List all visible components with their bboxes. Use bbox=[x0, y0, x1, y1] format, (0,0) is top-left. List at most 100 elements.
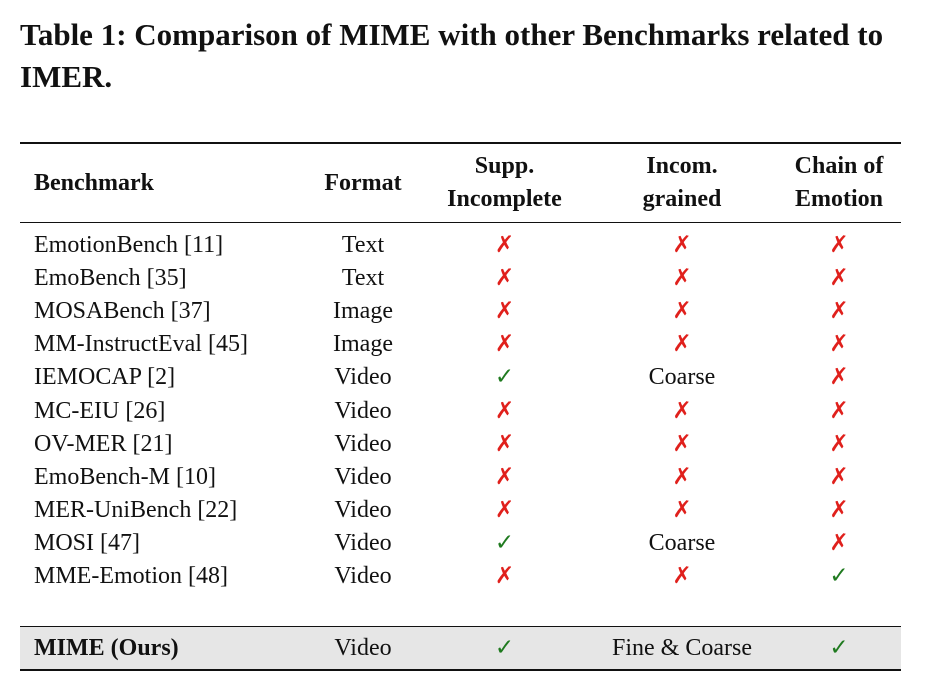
cell-incom-grained: ✗ bbox=[587, 461, 777, 494]
cell-supp-incomplete: ✓ bbox=[422, 361, 587, 394]
cross-icon: ✗ bbox=[672, 265, 692, 292]
cell-chain-of-emotion: ✗ bbox=[777, 295, 901, 328]
table-row: OV-MER [21] Video ✗ ✗ ✗ bbox=[20, 428, 901, 461]
cell-benchmark: OV-MER [21] bbox=[34, 430, 173, 457]
cell-benchmark: MC-EIU [26] bbox=[34, 397, 166, 424]
check-icon: ✓ bbox=[829, 634, 849, 661]
table-row: MOSABench [37] Image ✗ ✗ ✗ bbox=[20, 295, 901, 328]
header-grained-line2: grained bbox=[642, 186, 722, 212]
cell-format: Text bbox=[341, 265, 385, 292]
cross-icon: ✗ bbox=[829, 496, 849, 523]
ours-section: MIME (Ours) Video ✓ Fine & Coarse ✓ bbox=[20, 626, 901, 671]
cell-chain-of-emotion: ✗ bbox=[777, 394, 901, 427]
cross-icon: ✗ bbox=[829, 331, 849, 358]
cross-icon: ✗ bbox=[672, 496, 692, 523]
ours-row: MIME (Ours) Video ✓ Fine & Coarse ✓ bbox=[20, 626, 901, 671]
cell-chain-of-emotion: ✗ bbox=[777, 361, 901, 394]
cross-icon: ✗ bbox=[672, 430, 692, 457]
header-chain-of-emotion: Chain of Emotion bbox=[777, 143, 901, 223]
cross-icon: ✗ bbox=[672, 397, 692, 424]
cell-incom-grained: ✗ bbox=[587, 428, 777, 461]
cross-icon: ✗ bbox=[494, 331, 515, 358]
cell-format: Text bbox=[341, 232, 385, 259]
table-row: IEMOCAP [2] Video ✓ Coarse ✗ bbox=[20, 361, 901, 394]
cell-supp-incomplete: ✗ bbox=[422, 262, 587, 295]
cell-benchmark: MER-UniBench [22] bbox=[34, 496, 238, 523]
table-row: MC-EIU [26] Video ✗ ✗ ✗ bbox=[20, 394, 901, 427]
cell-incom-grained: ✗ bbox=[587, 560, 777, 593]
cell-text: Fine & Coarse bbox=[612, 634, 752, 661]
table-row: EmoBench-M [10] Video ✗ ✗ ✗ bbox=[20, 461, 901, 494]
cell-text: Coarse bbox=[648, 529, 716, 556]
table-row: EmoBench [35] Text ✗ ✗ ✗ bbox=[20, 262, 901, 295]
cross-icon: ✗ bbox=[672, 331, 692, 358]
cross-icon: ✗ bbox=[494, 298, 515, 325]
cell-benchmark: IEMOCAP [2] bbox=[34, 364, 176, 391]
header-incom-grained: Incom. grained bbox=[587, 143, 777, 223]
cross-icon: ✗ bbox=[672, 562, 692, 589]
cross-icon: ✗ bbox=[494, 463, 515, 490]
cell-incom-grained: Coarse bbox=[587, 361, 777, 394]
cross-icon: ✗ bbox=[829, 232, 849, 259]
cell-format: Image bbox=[333, 298, 393, 325]
header-format: Format bbox=[324, 169, 402, 196]
header-benchmark: Benchmark bbox=[34, 169, 154, 196]
ours-supp-cell: ✓ bbox=[422, 627, 587, 671]
cross-icon: ✗ bbox=[829, 463, 849, 490]
cell-supp-incomplete: ✓ bbox=[422, 527, 587, 560]
cell-chain-of-emotion: ✗ bbox=[777, 223, 901, 263]
table-caption: Table 1: Comparison of MIME with other B… bbox=[20, 17, 884, 94]
table-body: EmotionBench [11] Text ✗ ✗ ✗ EmoBench [35] Tex… bbox=[20, 223, 901, 594]
cross-icon: ✗ bbox=[829, 298, 849, 325]
cell-benchmark: MOSABench [37] bbox=[34, 298, 211, 325]
cell-format: Video bbox=[334, 529, 392, 556]
header-chain-line1: Chain of bbox=[794, 153, 884, 179]
header-grained-line1: Incom. bbox=[646, 153, 718, 179]
cross-icon: ✗ bbox=[672, 463, 692, 490]
cell-supp-incomplete: ✗ bbox=[422, 328, 587, 361]
header-supp-line1: Supp. bbox=[474, 153, 535, 179]
cell-format: Video bbox=[334, 430, 392, 457]
cell-format: Image bbox=[333, 331, 393, 358]
cell-incom-grained: ✗ bbox=[587, 494, 777, 527]
check-icon: ✓ bbox=[494, 529, 515, 556]
cross-icon: ✗ bbox=[829, 529, 849, 556]
cell-incom-grained: Coarse bbox=[587, 527, 777, 560]
cross-icon: ✗ bbox=[494, 496, 515, 523]
cross-icon: ✗ bbox=[829, 265, 849, 292]
cross-icon: ✗ bbox=[672, 298, 692, 325]
check-icon: ✓ bbox=[829, 562, 849, 589]
cell-supp-incomplete: ✗ bbox=[422, 223, 587, 263]
ours-format: Video bbox=[334, 634, 392, 661]
cell-chain-of-emotion: ✗ bbox=[777, 527, 901, 560]
header-chain-line2: Emotion bbox=[794, 186, 883, 212]
cell-supp-incomplete: ✗ bbox=[422, 494, 587, 527]
cell-incom-grained: ✗ bbox=[587, 223, 777, 263]
header-supp-line2: Incomplete bbox=[447, 186, 562, 212]
cross-icon: ✗ bbox=[829, 364, 849, 391]
header-supp-incomplete: Supp. Incomplete bbox=[422, 143, 587, 223]
cell-chain-of-emotion: ✗ bbox=[777, 428, 901, 461]
spacer-row bbox=[20, 593, 901, 627]
cross-icon: ✗ bbox=[494, 430, 515, 457]
cell-format: Video bbox=[334, 496, 392, 523]
cell-supp-incomplete: ✗ bbox=[422, 560, 587, 593]
comparison-table: Benchmark Format Supp. Incomplete Incom.… bbox=[20, 142, 901, 671]
table-spacer bbox=[20, 593, 901, 627]
cell-supp-incomplete: ✗ bbox=[422, 394, 587, 427]
cross-icon: ✗ bbox=[494, 265, 515, 292]
cell-format: Video bbox=[334, 562, 392, 589]
cell-chain-of-emotion: ✗ bbox=[777, 494, 901, 527]
cell-benchmark: EmoBench-M [10] bbox=[34, 463, 216, 490]
cross-icon: ✗ bbox=[494, 562, 515, 589]
cell-supp-incomplete: ✗ bbox=[422, 461, 587, 494]
cell-chain-of-emotion: ✗ bbox=[777, 328, 901, 361]
table-header: Benchmark Format Supp. Incomplete Incom.… bbox=[20, 143, 901, 223]
check-icon: ✓ bbox=[494, 364, 515, 391]
cell-supp-incomplete: ✗ bbox=[422, 295, 587, 328]
ours-benchmark: MIME (Ours) bbox=[34, 634, 179, 661]
cell-format: Video bbox=[334, 364, 392, 391]
cell-benchmark: EmotionBench [11] bbox=[34, 232, 224, 259]
cross-icon: ✗ bbox=[829, 430, 849, 457]
cell-incom-grained: ✗ bbox=[587, 394, 777, 427]
